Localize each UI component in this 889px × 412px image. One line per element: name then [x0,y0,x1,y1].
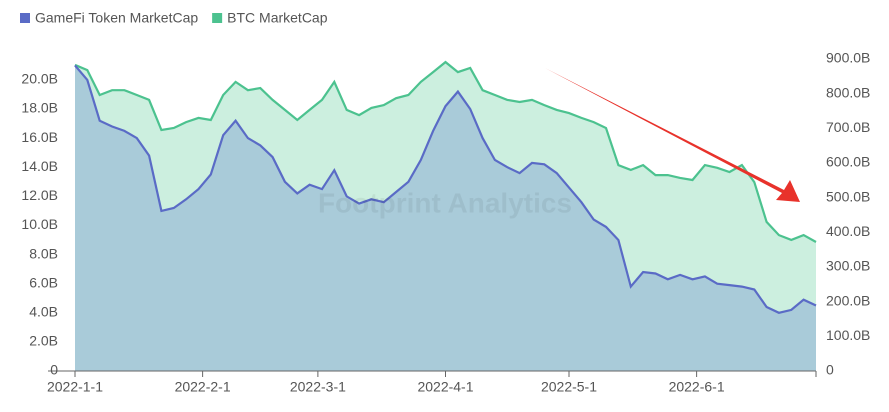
x-tick-label: 2022-1-1 [47,379,103,395]
legend-label: BTC MarketCap [227,10,328,26]
y-tick-label: 20.0B [21,71,58,87]
line [74,60,817,243]
y-tick-label: 16.0B [21,129,58,145]
y2-tick-label: 100.0B [826,327,870,343]
line [74,64,817,314]
y2-tick-label: 200.0B [826,292,870,308]
y2-tick-label: 700.0B [826,119,870,135]
watermark: Footprint Analytics [318,187,572,218]
y-tick-label: 14.0B [21,158,58,174]
y2-tick-label: 900.0B [826,50,870,66]
y2-tick-label: 400.0B [826,223,870,239]
y-tick-label: 6.0B [29,274,58,290]
y-tick-label: 4.0B [29,303,58,319]
y2-tick-label: 600.0B [826,154,870,170]
y2-tick-label: 300.0B [826,258,870,274]
y-tick-label: 0 [50,362,58,378]
y2-tick-label: 800.0B [826,84,870,100]
x-tick-label: 2022-6-1 [669,379,725,395]
x-tick-label: 2022-3-1 [290,379,346,395]
x-tick-label: 2022-2-1 [175,379,231,395]
y2-tick-label: 0 [826,362,834,378]
area [75,65,816,372]
legend-label: GameFi Token MarketCap [35,10,198,26]
legend-swatch [20,13,30,23]
plot [74,60,817,372]
y-tick-label: 2.0B [29,333,58,349]
x-tick-label: 2022-4-1 [417,379,473,395]
y-tick-label: 8.0B [29,245,58,261]
y2-tick-label: 500.0B [826,188,870,204]
y-tick-label: 18.0B [21,100,58,116]
legend-swatch [212,13,223,23]
y-tick-label: 12.0B [21,187,58,203]
x-tick-label: 2022-5-1 [541,379,597,395]
trend-arrow [545,68,800,202]
y-tick-label: 10.0B [21,216,58,232]
